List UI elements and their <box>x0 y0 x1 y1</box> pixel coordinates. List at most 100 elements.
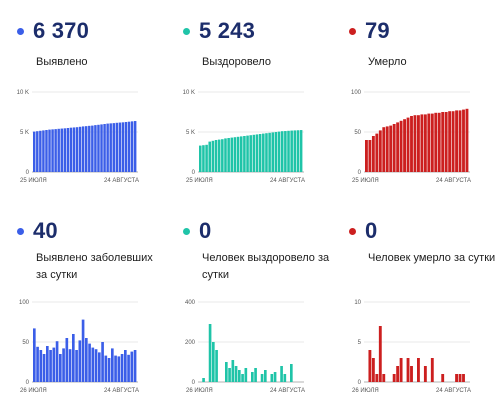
bar <box>230 137 234 172</box>
stat-value: 0 <box>365 218 378 243</box>
stat-value: 6 370 <box>33 18 90 43</box>
stat-row: 79 <box>332 14 390 48</box>
bar <box>130 351 134 382</box>
bar <box>85 126 88 172</box>
x-tick-label-end: 24 АВГУСТА <box>436 178 471 184</box>
x-tick-label-start: 26 ИЮЛЯ <box>352 388 379 394</box>
chart-daily-detected: 100 50 0 26 ИЮЛЯ 24 АВГУСТА <box>19 300 139 394</box>
bar <box>97 124 100 172</box>
bar <box>399 120 403 172</box>
bar <box>121 122 125 172</box>
bar <box>441 112 445 172</box>
bar <box>215 350 218 382</box>
panel-daily-detected: 40 Выявлено заболевших за сутки 100 50 0 26… <box>0 214 160 414</box>
bar <box>255 134 259 172</box>
bar <box>410 116 413 172</box>
bar <box>63 128 67 172</box>
bar <box>265 133 268 172</box>
bar <box>100 124 103 172</box>
bar <box>427 113 431 172</box>
bar <box>271 132 275 172</box>
bar <box>368 140 372 172</box>
y-tick-label: 200 <box>185 340 196 346</box>
bar <box>462 374 465 382</box>
bar <box>46 346 49 382</box>
bar <box>284 131 287 172</box>
bar <box>410 366 413 382</box>
bar <box>420 114 424 172</box>
bar <box>107 358 111 382</box>
bar <box>280 131 284 172</box>
bar <box>85 338 88 382</box>
bar <box>214 140 218 172</box>
bar <box>115 122 119 172</box>
bar <box>94 349 98 382</box>
bar <box>399 358 403 382</box>
chart-recovered: 10 K 5 K 0 25 ИЮЛЯ 24 АВГУСТА <box>183 90 305 184</box>
bar <box>239 136 243 172</box>
bar <box>111 348 114 382</box>
series-color-dot <box>349 227 356 235</box>
bar <box>283 374 287 382</box>
bar <box>33 328 36 382</box>
bar <box>378 130 382 172</box>
bar <box>202 378 205 382</box>
bar <box>202 145 205 172</box>
y-tick-label: 5 K <box>20 130 29 136</box>
bar <box>78 340 82 382</box>
bar <box>368 350 372 382</box>
bar <box>371 136 375 172</box>
bar <box>124 122 128 172</box>
bar <box>117 356 121 382</box>
stat-row: 0 <box>166 214 211 248</box>
y-tick-label: 10 K <box>183 90 195 96</box>
y-tick-label: 50 <box>22 340 29 346</box>
bar <box>243 136 246 172</box>
bar <box>234 366 238 382</box>
bar <box>208 141 212 172</box>
bar <box>455 110 458 172</box>
bar <box>75 127 79 172</box>
bar <box>221 139 224 172</box>
bar <box>382 374 386 382</box>
bar <box>236 136 240 172</box>
stat-label: Выявлено заболевших за сутки <box>36 252 153 281</box>
bar <box>274 132 278 172</box>
bar <box>72 334 75 382</box>
bar <box>212 342 215 382</box>
bar <box>94 125 97 172</box>
bar <box>124 350 127 382</box>
y-tick-label: 0 <box>358 170 362 176</box>
bar <box>423 114 427 172</box>
x-tick-label-start: 25 ИЮЛЯ <box>20 178 47 184</box>
bar <box>72 127 76 172</box>
bar <box>244 368 248 382</box>
bar <box>42 130 45 172</box>
bar <box>430 358 434 382</box>
stat-label: Выявлено <box>36 56 88 68</box>
bar <box>264 370 267 382</box>
bar <box>444 112 448 172</box>
y-tick-label: 50 <box>354 130 361 136</box>
stat-row: 5 243 <box>166 14 255 48</box>
panel-daily-recovered: 0 Человек выздоровело за сутки 400 200 0 26… <box>166 214 329 414</box>
series-color-dot <box>17 27 24 35</box>
bar <box>36 131 39 172</box>
stat-label: Человек выздоровело за сутки <box>202 252 330 281</box>
y-tick-label: 0 <box>358 380 362 386</box>
panel-deaths: 79 Умерло 100 50 0 25 ИЮЛЯ 24 АВГУСТА <box>332 14 492 214</box>
series-color-dot <box>183 227 190 235</box>
bar <box>59 354 62 382</box>
bar <box>406 117 410 172</box>
bar <box>417 358 420 382</box>
bar <box>36 346 39 382</box>
bar <box>42 354 46 382</box>
bar <box>262 133 265 172</box>
bar <box>423 366 427 382</box>
x-tick-label-start: 25 ИЮЛЯ <box>186 178 213 184</box>
bar <box>127 121 131 172</box>
stat-label: Умерло <box>368 56 407 68</box>
stat-row: 40 <box>0 214 58 248</box>
bar <box>217 139 221 172</box>
bar <box>224 138 227 172</box>
